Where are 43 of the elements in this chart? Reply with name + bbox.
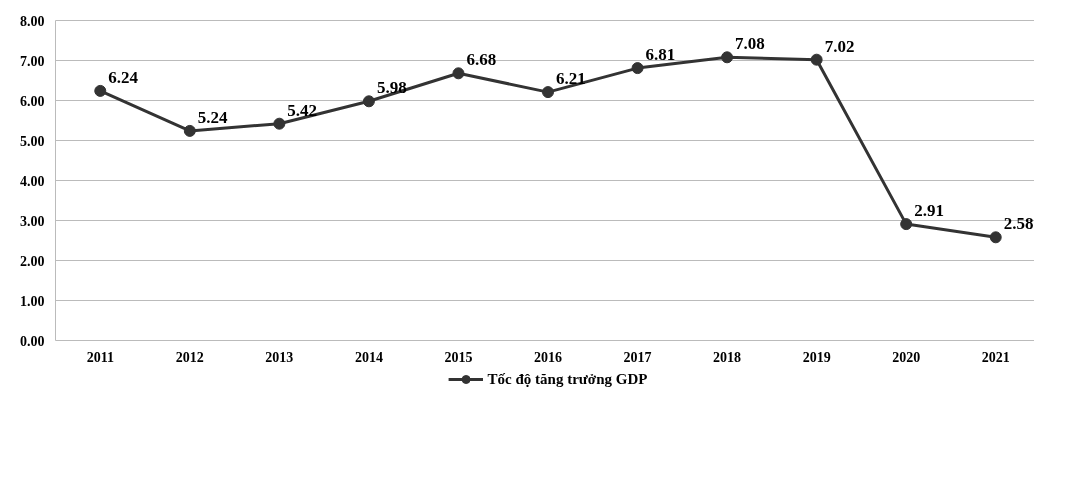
x-tick-label: 2011 bbox=[86, 349, 114, 365]
data-label: 7.08 bbox=[735, 34, 765, 54]
x-tick-label: 2019 bbox=[802, 349, 831, 365]
data-label: 7.02 bbox=[824, 36, 855, 56]
point bbox=[183, 124, 196, 137]
y-tick-label: 3.00 bbox=[20, 213, 45, 229]
y-tick-label: 2.00 bbox=[20, 253, 45, 269]
data-label: 2.58 bbox=[1003, 214, 1034, 234]
point bbox=[810, 53, 823, 66]
point bbox=[452, 67, 465, 80]
point bbox=[94, 84, 107, 97]
data-label: 6.21 bbox=[556, 69, 586, 89]
y-tick-label: 4.00 bbox=[20, 173, 45, 189]
data-label: 6.68 bbox=[466, 50, 497, 70]
data-label: 5.98 bbox=[376, 78, 407, 98]
x-tick-label: 2015 bbox=[444, 349, 473, 365]
x-tick-label: 2012 bbox=[175, 349, 204, 365]
data-label: 5.24 bbox=[197, 107, 229, 127]
point bbox=[542, 86, 554, 99]
data-label: 6.81 bbox=[645, 45, 676, 65]
point bbox=[721, 51, 734, 64]
y-tick-label: 6.00 bbox=[20, 93, 45, 109]
x-tick-label: 2017 bbox=[623, 349, 652, 365]
x-tick-label: 2014 bbox=[354, 349, 383, 365]
y-tick-label: 5.00 bbox=[20, 133, 45, 149]
x-tick-label: 2018 bbox=[713, 349, 742, 365]
point bbox=[631, 62, 644, 75]
x-tick-label: 2021 bbox=[981, 349, 1010, 365]
point bbox=[362, 95, 375, 108]
x-tick-label: 2013 bbox=[265, 349, 294, 365]
data-label: 6.24 bbox=[108, 67, 139, 87]
x-tick-label: 2016 bbox=[534, 349, 562, 365]
x-tick-label: 2020 bbox=[892, 349, 921, 365]
y-tick-label: 7.00 bbox=[20, 53, 45, 69]
data-label: 5.42 bbox=[287, 100, 318, 120]
data-label: 2.91 bbox=[914, 201, 944, 221]
point bbox=[989, 231, 1002, 244]
point bbox=[273, 117, 286, 130]
point bbox=[900, 218, 913, 231]
legend-label: Tốc độ tăng trưởng GDP bbox=[487, 370, 648, 388]
y-tick-label: 1.00 bbox=[20, 293, 45, 309]
y-tick-label: 0.00 bbox=[20, 333, 45, 349]
y-tick-label: 8.00 bbox=[20, 13, 45, 29]
